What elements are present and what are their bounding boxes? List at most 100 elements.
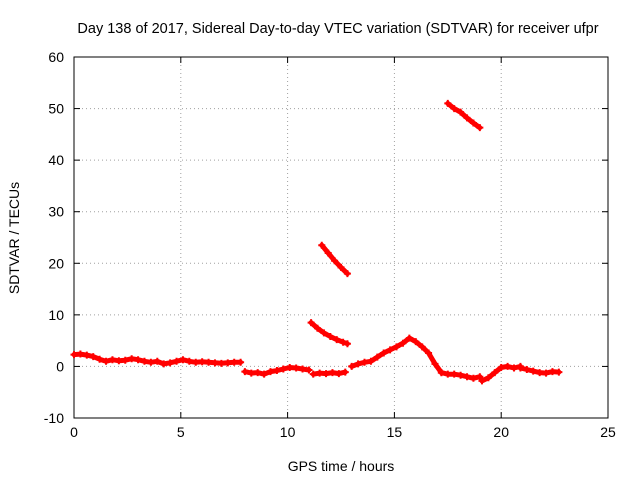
data-point [491, 369, 499, 377]
data-point [76, 350, 84, 358]
data-point [247, 369, 255, 377]
data-point [166, 359, 174, 367]
data-point [211, 359, 219, 367]
data-point [128, 355, 136, 363]
data-point [523, 366, 531, 374]
data-point [516, 364, 524, 372]
data-point [173, 357, 181, 365]
y-tick-label: 10 [48, 307, 64, 323]
series-arc-4 [318, 241, 351, 278]
data-point [542, 369, 550, 377]
data-point [335, 370, 343, 378]
data-point [497, 363, 505, 371]
y-tick-label: 60 [48, 49, 64, 65]
data-point [241, 368, 249, 376]
axis-ticks: 0 5 10 15 20 25 -10 0 10 20 30 40 50 60 [44, 49, 616, 440]
data-point [279, 365, 287, 373]
data-point [431, 360, 439, 368]
data-point [548, 368, 556, 376]
data-point [96, 355, 104, 363]
data-point [399, 339, 407, 347]
data-point [205, 358, 213, 366]
data-point [437, 369, 445, 377]
data-point [305, 366, 313, 374]
data-point [343, 270, 351, 278]
data-point [360, 358, 368, 366]
data-point [286, 363, 294, 371]
data-point [341, 368, 349, 376]
data-point [320, 329, 328, 337]
data-point [89, 353, 97, 361]
series-arc-3 [307, 319, 351, 348]
data-point [463, 114, 471, 122]
data-point [185, 357, 193, 365]
data-point [343, 340, 351, 348]
data-point [102, 357, 110, 365]
x-tick-label: 25 [600, 424, 616, 440]
data-point [444, 370, 452, 378]
data-point [444, 99, 452, 107]
data-point [469, 119, 477, 127]
data-point [314, 324, 322, 332]
data-point [339, 338, 347, 346]
data-point [348, 362, 356, 370]
y-axis-label: SDTVAR / TECUs [6, 182, 22, 294]
data-point [318, 241, 326, 249]
y-tick-label: 30 [48, 204, 64, 220]
data-point [70, 351, 78, 359]
data-point [260, 370, 268, 378]
data-point [510, 364, 518, 372]
data-point [134, 356, 142, 364]
data-point [331, 257, 339, 265]
data-point [555, 368, 563, 376]
data-points [70, 99, 563, 385]
data-point [153, 357, 161, 365]
series-arc-2 [241, 363, 313, 378]
chart-title: Day 138 of 2017, Sidereal Day-to-day VTE… [77, 21, 598, 37]
data-point [322, 370, 330, 378]
data-point [307, 319, 315, 327]
data-point [529, 367, 537, 375]
series-arc-8 [444, 99, 484, 132]
series-arc-1 [70, 350, 245, 368]
data-point [179, 356, 187, 364]
data-point [254, 369, 262, 377]
data-point [292, 364, 300, 372]
data-point [224, 359, 232, 367]
data-point [504, 362, 512, 370]
data-point [478, 377, 486, 385]
x-tick-label: 10 [280, 424, 296, 440]
x-tick-label: 0 [70, 424, 78, 440]
data-point [299, 365, 307, 373]
data-point [367, 357, 375, 365]
data-point [457, 371, 465, 379]
y-tick-label: 20 [48, 255, 64, 271]
data-point [217, 359, 225, 367]
data-point [198, 358, 206, 366]
plot-frame [73, 56, 609, 419]
data-point [309, 370, 317, 378]
x-tick-label: 15 [387, 424, 403, 440]
x-tick-label: 5 [177, 424, 185, 440]
data-point [273, 367, 281, 375]
series-arc-6 [348, 334, 445, 377]
series-track [445, 100, 483, 131]
data-point [328, 369, 336, 377]
series-arc-10 [516, 364, 563, 377]
y-tick-label: 40 [48, 152, 64, 168]
y-tick-label: 0 [56, 358, 64, 374]
data-point [405, 334, 413, 342]
data-point [476, 124, 484, 132]
y-tick-label: -10 [44, 410, 64, 426]
data-point [380, 349, 388, 357]
data-point [393, 343, 401, 351]
data-point [457, 108, 465, 116]
data-point [418, 343, 426, 351]
series-arc-7 [437, 369, 484, 382]
data-point [267, 368, 275, 376]
data-point [386, 346, 394, 354]
data-point [115, 357, 123, 365]
y-tick-label: 50 [48, 101, 64, 117]
data-point [337, 263, 345, 271]
